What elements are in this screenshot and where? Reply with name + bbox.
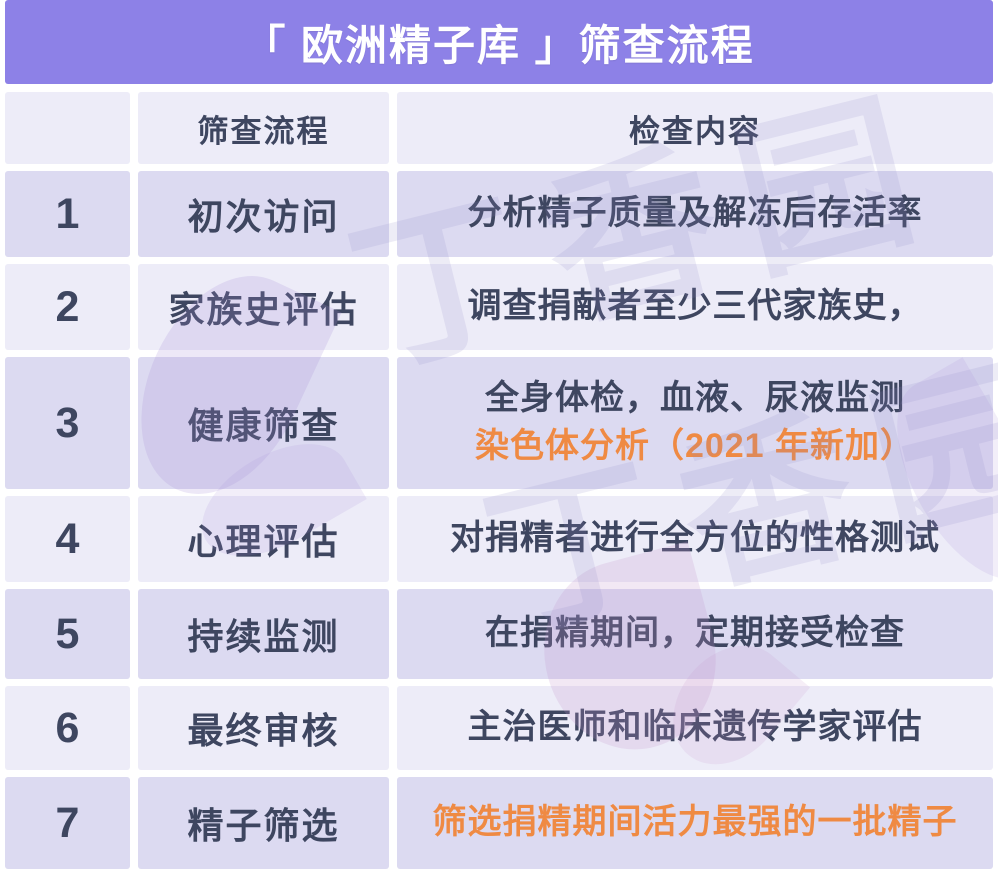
step-content-cell: 全身体检，血液、尿液监测 染色体分析（2021 年新加）: [397, 357, 993, 489]
table-row: 3 健康筛查 全身体检，血液、尿液监测 染色体分析（2021 年新加）: [5, 357, 993, 489]
step-name: 最终审核: [187, 710, 340, 751]
step-name: 健康筛查: [187, 405, 340, 446]
step-name-cell: 健康筛查: [138, 357, 389, 489]
step-name: 持续监测: [187, 616, 340, 657]
column-header-step: 筛查流程: [197, 113, 330, 149]
step-number-cell: 1: [5, 171, 130, 257]
step-name: 家族史评估: [168, 289, 359, 330]
step-content-line: 主治医师和临床遗传学家评估: [467, 708, 923, 747]
table-row: 1 初次访问 分析精子质量及解冻后存活率: [5, 171, 993, 257]
step-number-cell: 6: [5, 686, 130, 770]
page-title: 「 欧洲精子库 」筛查流程: [243, 21, 755, 69]
step-number: 6: [55, 703, 80, 752]
table-row: 7 精子筛选 筛选捐精期间活力最强的一批精子: [5, 777, 993, 869]
step-name-cell: 精子筛选: [138, 777, 389, 869]
title-bar: 「 欧洲精子库 」筛查流程: [5, 0, 993, 84]
step-number-cell: 7: [5, 777, 130, 869]
screening-table: 筛查流程 检查内容 1 初次访问 分析精子质量及解冻后存活率 2 家族史评估: [5, 92, 993, 869]
step-number: 3: [55, 398, 80, 447]
step-content-cell: 对捐精者进行全方位的性格测试: [397, 496, 993, 582]
step-name-cell: 最终审核: [138, 686, 389, 770]
table-row: 5 持续监测 在捐精期间，定期接受检查: [5, 589, 993, 679]
step-number-cell: 3: [5, 357, 130, 489]
table-row: 4 心理评估 对捐精者进行全方位的性格测试: [5, 496, 993, 582]
step-content-line: 分析精子质量及解冻后存活率: [467, 194, 923, 233]
step-content-cell: 在捐精期间，定期接受检查: [397, 589, 993, 679]
step-name: 初次访问: [187, 196, 340, 237]
step-content-cell: 分析精子质量及解冻后存活率: [397, 171, 993, 257]
header-cell-step: 筛查流程: [138, 92, 389, 164]
step-content-cell: 筛选捐精期间活力最强的一批精子: [397, 777, 993, 869]
step-number-cell: 2: [5, 264, 130, 350]
table-row: 6 最终审核 主治医师和临床遗传学家评估: [5, 686, 993, 770]
step-content-line-highlight: 染色体分析（2021 年新加）: [474, 427, 916, 465]
table-row: 2 家族史评估 调查捐献者至少三代家族史，: [5, 264, 993, 350]
table-header-row: 筛查流程 检查内容: [5, 92, 993, 164]
step-name-cell: 心理评估: [138, 496, 389, 582]
step-content-line: 全身体检，血液、尿液监测: [485, 379, 905, 418]
step-content-cell: 调查捐献者至少三代家族史，: [397, 264, 993, 350]
step-name: 精子筛选: [187, 805, 340, 846]
step-name: 心理评估: [187, 521, 340, 562]
step-name-cell: 持续监测: [138, 589, 389, 679]
step-name-cell: 初次访问: [138, 171, 389, 257]
step-content-line: 在捐精期间，定期接受检查: [485, 614, 905, 653]
step-number: 5: [55, 609, 80, 658]
step-number: 7: [55, 798, 80, 847]
step-number: 1: [55, 189, 80, 238]
header-cell-number: [5, 92, 130, 164]
step-content-cell: 主治医师和临床遗传学家评估: [397, 686, 993, 770]
step-content-line-highlight: 筛选捐精期间活力最强的一批精子: [432, 803, 958, 842]
step-number-cell: 5: [5, 589, 130, 679]
step-number: 2: [55, 282, 80, 331]
header-cell-content: 检查内容: [397, 92, 993, 164]
column-header-content: 检查内容: [629, 113, 761, 149]
step-number: 4: [55, 514, 80, 563]
step-number-cell: 4: [5, 496, 130, 582]
step-name-cell: 家族史评估: [138, 264, 389, 350]
step-content-line: 对捐精者进行全方位的性格测试: [450, 519, 940, 558]
step-content-line: 调查捐献者至少三代家族史，: [467, 287, 923, 326]
